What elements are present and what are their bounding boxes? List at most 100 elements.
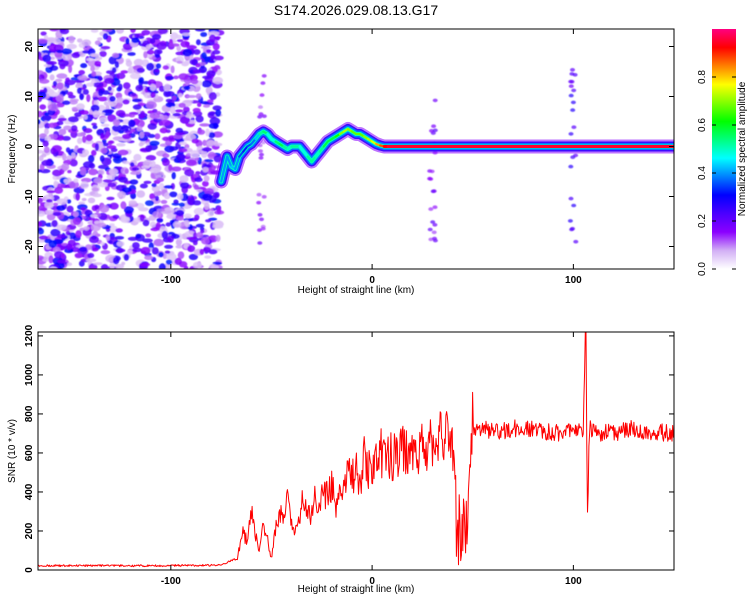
noise-blob	[86, 94, 91, 103]
noise-blob	[72, 217, 82, 226]
noise-blob	[156, 111, 161, 115]
noise-blob	[60, 252, 65, 259]
noise-blob	[67, 215, 76, 220]
noise-blob	[80, 207, 86, 211]
noise-blob	[100, 46, 111, 50]
noise-blob	[52, 80, 58, 87]
noise-blob	[192, 261, 202, 269]
noise-blob	[63, 125, 72, 131]
noise-blob	[41, 153, 47, 158]
noise-blob	[98, 76, 103, 81]
noise-blob	[135, 233, 141, 239]
noise-blob	[136, 125, 143, 132]
noise-blob	[430, 220, 436, 224]
noise-blob	[133, 153, 142, 162]
noise-blob	[61, 136, 71, 141]
noise-blob	[50, 228, 61, 237]
noise-blob	[151, 183, 157, 188]
noise-blob	[165, 75, 174, 81]
noise-blob	[50, 52, 55, 56]
noise-blob	[38, 255, 44, 261]
noise-blob	[66, 262, 73, 267]
noise-blob	[188, 253, 198, 261]
noise-blob	[568, 164, 574, 169]
noise-blob	[73, 178, 79, 183]
noise-blob	[208, 249, 218, 255]
noise-blob	[42, 54, 52, 63]
noise-blob	[186, 111, 193, 117]
y-tick-label: 200	[24, 522, 35, 539]
noise-blob	[202, 180, 209, 187]
noise-blob	[208, 132, 216, 139]
noise-blob	[206, 49, 212, 54]
noise-blob	[258, 112, 264, 116]
noise-blob	[127, 236, 138, 241]
noise-blob	[130, 162, 135, 167]
y-tick-label: -20	[24, 239, 35, 254]
noise-blob	[98, 182, 109, 188]
noise-blob	[56, 102, 65, 108]
noise-blob	[151, 33, 162, 40]
x-tick-label: 100	[565, 576, 582, 587]
noise-blob	[153, 238, 164, 247]
noise-blob	[50, 147, 57, 155]
noise-blob	[48, 240, 57, 248]
noise-blob	[213, 142, 223, 147]
noise-blob	[175, 127, 183, 134]
noise-blob	[152, 211, 162, 218]
noise-blob	[156, 42, 167, 50]
noise-blob	[49, 266, 58, 269]
noise-blob	[38, 38, 48, 44]
noise-blob	[135, 84, 144, 92]
noise-blob	[212, 224, 224, 229]
noise-blob	[212, 43, 220, 51]
noise-blob	[204, 159, 214, 163]
noise-blob	[75, 132, 84, 137]
noise-blob	[80, 63, 88, 69]
noise-blob	[131, 167, 140, 171]
noise-blob	[104, 109, 115, 114]
noise-blob	[172, 112, 181, 117]
noise-blob	[206, 140, 216, 146]
noise-blob	[82, 135, 87, 143]
colorbar-tick-label: 0.6	[697, 118, 708, 132]
noise-blob	[38, 227, 43, 231]
noise-blob	[82, 89, 89, 95]
noise-blob	[186, 153, 192, 157]
noise-blob	[166, 235, 174, 243]
y-tick-label: 10	[24, 91, 35, 103]
noise-blob	[74, 112, 82, 118]
noise-blob	[97, 96, 109, 102]
noise-blob	[149, 38, 156, 44]
noise-blob	[94, 204, 100, 210]
noise-blob	[96, 104, 106, 112]
noise-blob	[81, 177, 92, 183]
noise-blob	[40, 31, 47, 36]
noise-blob	[145, 145, 153, 152]
noise-blob	[171, 166, 182, 172]
noise-blob	[191, 138, 200, 144]
noise-blob	[178, 148, 188, 153]
noise-blob	[162, 253, 168, 259]
noise-blob	[149, 193, 156, 200]
noise-blob	[59, 29, 66, 32]
noise-blob	[199, 226, 205, 231]
noise-blob	[94, 143, 100, 151]
noise-blob	[49, 65, 59, 71]
noise-blob	[259, 217, 264, 222]
noise-blob	[48, 91, 59, 97]
noise-blob	[69, 100, 78, 105]
noise-blob	[68, 180, 80, 189]
noise-blob	[38, 169, 43, 173]
noise-blob	[143, 51, 148, 59]
noise-blob	[56, 136, 65, 141]
noise-blob	[66, 155, 73, 160]
snr-plot-area	[38, 332, 674, 570]
snr-y-ticks: 0 200 400 600 800 1000 1200	[24, 324, 674, 573]
noise-blob	[45, 209, 53, 215]
noise-blob	[120, 216, 131, 223]
noise-blob	[77, 137, 83, 144]
noise-blob	[100, 123, 110, 127]
noise-blob	[138, 35, 145, 40]
noise-blob	[86, 82, 95, 87]
